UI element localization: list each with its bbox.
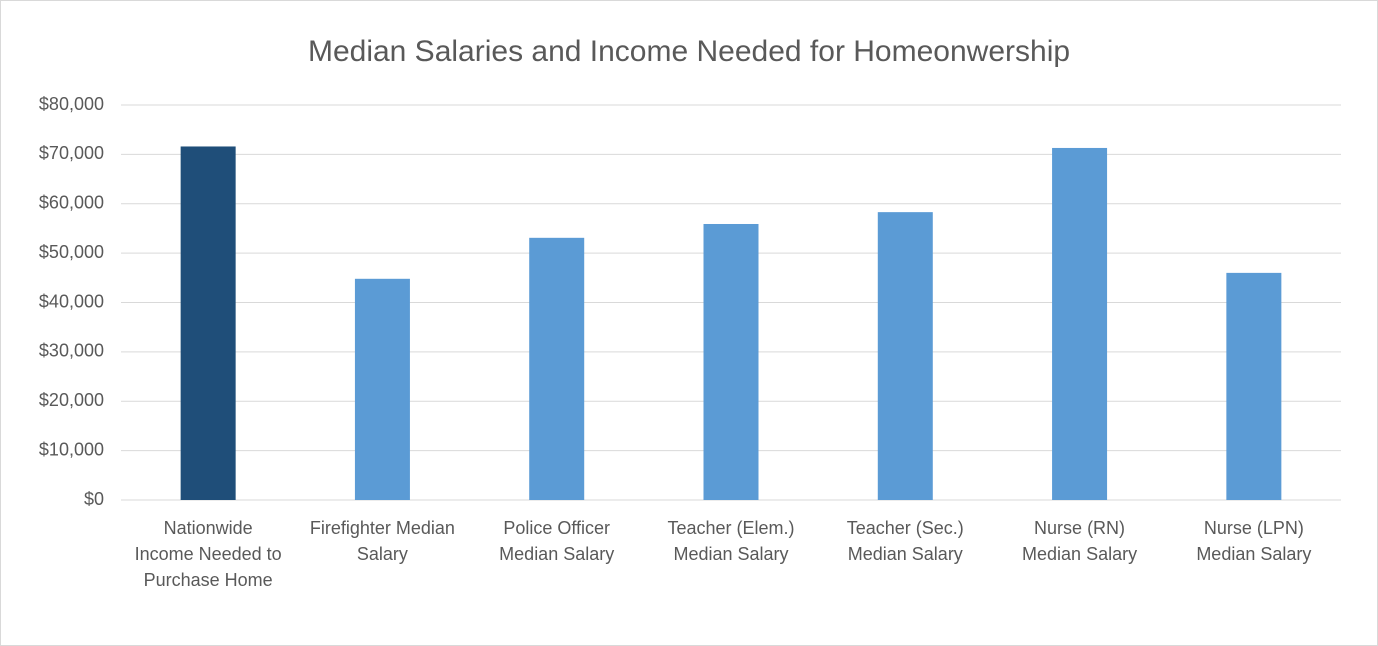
- y-tick-label: $30,000: [39, 341, 104, 361]
- bar: [354, 278, 410, 500]
- bar: [1226, 272, 1282, 500]
- y-tick-label: $50,000: [39, 242, 104, 262]
- y-tick-label: $40,000: [39, 291, 104, 311]
- y-tick-label: $0: [84, 489, 104, 509]
- x-tick-label: Nurse (LPN) Median Salary: [1196, 518, 1312, 564]
- x-tick-label: Firefighter Median Salary: [309, 518, 455, 564]
- x-tick-label: Nurse (RN) Median Salary: [1022, 518, 1138, 564]
- y-tick-label: $60,000: [39, 193, 104, 213]
- bar: [703, 223, 759, 500]
- x-tick-label: Teacher (Sec.) Median Salary: [846, 518, 964, 564]
- y-tick-label: $10,000: [39, 439, 104, 459]
- x-tick-label: Teacher (Elem.) Median Salary: [667, 518, 795, 564]
- bar: [1052, 147, 1108, 501]
- chart-title: Median Salaries and Income Needed for Ho…: [308, 35, 1070, 68]
- bar: [877, 212, 933, 501]
- bar: [529, 237, 585, 500]
- x-tick-label: Nationwide Income Needed to Purchase Hom…: [134, 518, 282, 590]
- y-tick-label: $70,000: [39, 143, 104, 163]
- y-tick-label: $80,000: [39, 94, 104, 114]
- bar: [180, 146, 236, 500]
- x-tick-label: Police Officer Median Salary: [499, 518, 615, 564]
- y-tick-label: $20,000: [39, 390, 104, 410]
